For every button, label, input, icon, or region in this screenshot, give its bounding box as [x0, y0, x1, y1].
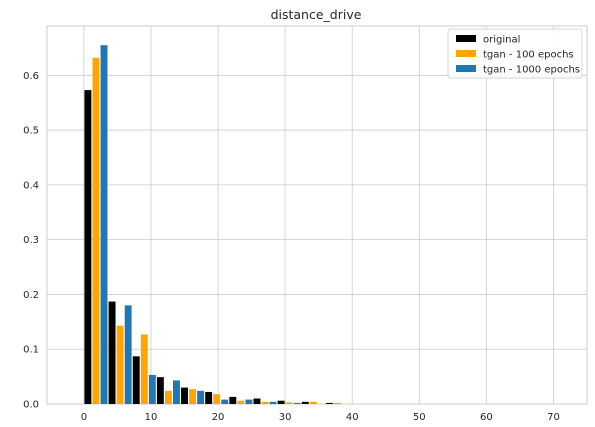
legend-label: tgan - 100 epochs [483, 50, 574, 61]
x-tick-label: 50 [413, 412, 426, 423]
x-tick-label: 20 [212, 412, 225, 423]
bar-tgan-1000-epochs [148, 374, 156, 404]
x-tick-label: 30 [279, 412, 292, 423]
x-tick-label: 60 [480, 412, 493, 423]
bar-tgan-100-epochs [92, 57, 100, 404]
plot-frame [46, 25, 588, 405]
bar-tgan-1000-epochs [197, 390, 205, 404]
y-tick-label: 0.5 [23, 126, 39, 137]
bar-tgan-100-epochs [116, 325, 124, 404]
y-tick-label: 0.1 [23, 345, 39, 356]
x-tick-label: 40 [346, 412, 359, 423]
bar-original [325, 402, 333, 404]
bar-original [156, 377, 164, 404]
legend-swatch [456, 65, 476, 72]
y-tick-label: 0.3 [23, 235, 39, 246]
chart-title: distance_drive [271, 7, 362, 22]
legend: original tgan - 100 epochs tgan - 1000 epo… [447, 28, 583, 79]
bar-original [229, 396, 237, 404]
bar-tgan-100-epochs [213, 394, 221, 404]
bar-tgan-100-epochs [333, 402, 341, 404]
bar-original [132, 356, 140, 404]
y-tick-label: 0.6 [23, 71, 39, 82]
legend-box [447, 28, 583, 79]
bar-original [181, 387, 188, 404]
y-tick-label: 0.0 [23, 400, 39, 411]
bar-tgan-100-epochs [164, 390, 172, 404]
bar-tgan-1000-epochs [293, 402, 301, 404]
y-tick-label: 0.4 [23, 180, 39, 191]
bar-tgan-1000-epochs [173, 380, 180, 404]
bar-tgan-100-epochs [140, 334, 148, 404]
y-tick-label: 0.2 [23, 290, 39, 301]
x-tick-label: 0 [81, 412, 87, 423]
bar-original [84, 90, 92, 405]
bar-original [205, 391, 213, 404]
legend-label: tgan - 1000 epochs [483, 65, 580, 76]
x-tick-label: 10 [145, 412, 158, 423]
bar-tgan-1000-epochs [124, 305, 132, 404]
bar-original [108, 301, 116, 404]
bar-tgan-1000-epochs [221, 399, 229, 404]
bar-tgan-100-epochs [237, 400, 245, 404]
bar-original [253, 398, 261, 404]
bars [84, 45, 341, 405]
bar-tgan-100-epochs [309, 401, 317, 404]
axes: 0 10 20 30 40 50 60 70 0.0 0.1 0.2 0.3 0.4 0.5 0.6 [23, 25, 588, 423]
bar-tgan-100-epochs [189, 389, 197, 404]
bar-tgan-1000-epochs [100, 45, 108, 404]
bar-tgan-100-epochs [285, 402, 293, 404]
grid-lines [47, 26, 587, 405]
bar-original [301, 401, 309, 404]
bar-original [277, 400, 285, 404]
bar-tgan-1000-epochs [269, 401, 277, 404]
legend-swatch [456, 35, 476, 42]
legend-swatch [456, 50, 476, 57]
legend-label: original [483, 35, 520, 46]
bar-tgan-1000-epochs [245, 399, 253, 404]
bar-tgan-100-epochs [261, 401, 269, 404]
x-tick-label: 70 [547, 412, 560, 423]
